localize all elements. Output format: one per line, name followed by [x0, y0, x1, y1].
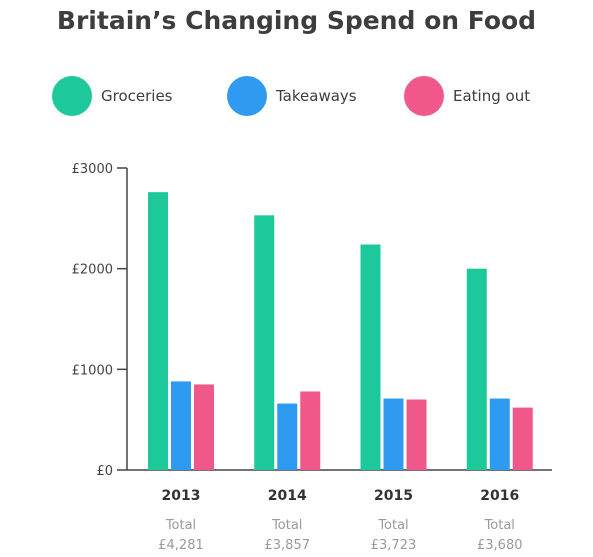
- bar-takeaways-2016: [489, 398, 510, 470]
- total-value: £3,723: [371, 538, 417, 553]
- y-tick-label: £3000: [72, 162, 113, 177]
- total-caption: Total: [484, 518, 515, 533]
- x-tick-label: 2014: [268, 488, 307, 504]
- bar-groceries-2014: [254, 215, 275, 470]
- bar-takeaways-2014: [277, 403, 298, 470]
- y-tick-label: £1000: [72, 363, 113, 378]
- total-caption: Total: [377, 518, 408, 533]
- legend-label-eating-out: Eating out: [453, 87, 531, 105]
- bar-groceries-2013: [148, 192, 168, 470]
- legend-label-groceries: Groceries: [101, 87, 173, 105]
- total-value: £3,857: [265, 538, 311, 553]
- bar-eating-out-2015: [406, 399, 427, 470]
- legend-swatch-eating-out: [404, 76, 444, 116]
- x-tick-label: 2016: [480, 488, 519, 504]
- x-tick-label: 2015: [374, 488, 413, 504]
- legend-item-groceries: Groceries: [52, 76, 173, 116]
- bar-takeaways-2015: [383, 398, 404, 470]
- legend-label-takeaways: Takeaways: [276, 87, 357, 105]
- total-value: £3,680: [477, 538, 523, 553]
- chart-labels: 2013 Total £4,281 2014 Total £3,857 2015 Total £…: [158, 488, 522, 553]
- bar-eating-out-2013: [194, 384, 214, 470]
- legend-item-takeaways: Takeaways: [227, 76, 357, 116]
- bar-groceries-2015: [360, 244, 381, 470]
- bar-takeaways-2013: [171, 381, 191, 470]
- legend-swatch-takeaways: [227, 76, 267, 116]
- total-caption: Total: [271, 518, 302, 533]
- legend: Groceries Takeaways Eating out: [52, 76, 572, 116]
- bar-eating-out-2014: [300, 391, 321, 470]
- total-caption: Total: [165, 518, 196, 533]
- total-value: £4,281: [158, 538, 204, 553]
- x-tick-label: 2013: [162, 488, 201, 504]
- y-tick-label: £0: [96, 464, 113, 479]
- y-tick-label: £2000: [72, 263, 113, 278]
- legend-item-eating-out: Eating out: [404, 76, 530, 116]
- legend-swatch-groceries: [52, 76, 92, 116]
- bar-eating-out-2016: [512, 407, 533, 470]
- bar-groceries-2016: [466, 268, 487, 470]
- chart-bars: [148, 192, 533, 470]
- chart-title: Britain’s Changing Spend on Food: [56, 6, 537, 35]
